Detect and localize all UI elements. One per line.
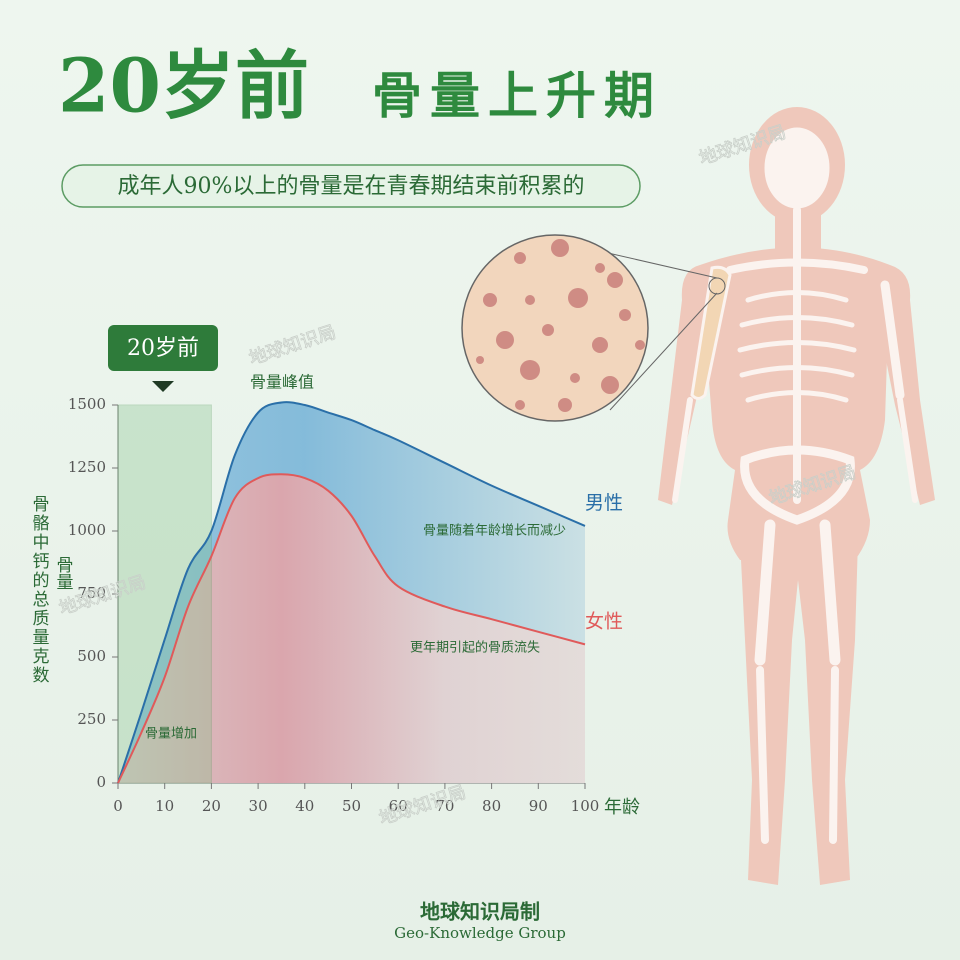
subtitle-pill <box>61 164 641 208</box>
plot: 0 250 500 750 1000 1250 1500 0 10 20 30 40 50 60 70 80 9… <box>68 373 623 816</box>
footer: 地球知识局制 <box>420 900 540 924</box>
x-tick-label: 80 <box>482 797 501 815</box>
series-line <box>117 401 586 784</box>
y-tick-label: 250 <box>77 710 106 728</box>
badge <box>108 325 218 371</box>
humerus <box>690 265 732 400</box>
x-tick-label: 100 <box>571 797 600 815</box>
x-tick-label: 90 <box>529 797 548 815</box>
badge-arrow <box>152 381 174 392</box>
legend-label: 男性 <box>585 492 623 514</box>
highlight <box>117 404 212 784</box>
x-tick-label: 40 <box>295 797 314 815</box>
x-label: 年龄 <box>604 797 640 818</box>
badge-text: 20岁前 <box>127 336 199 361</box>
series-line <box>117 473 586 784</box>
annotation: 更年期引起的骨质流失 <box>410 640 540 656</box>
x-tick-label: 0 <box>113 797 123 815</box>
x-tick-label: 20 <box>202 797 221 815</box>
annotation: 骨量随着年龄增长而减少 <box>423 523 566 539</box>
legend-label: 女性 <box>585 610 623 632</box>
y-tick-label: 1250 <box>68 458 106 476</box>
bones <box>672 127 918 844</box>
y-label: 骨骼中钙的总质量克数 <box>29 495 50 685</box>
y-label-short: 骨量 <box>53 556 74 590</box>
y-tick-label: 0 <box>96 773 106 791</box>
x-tick-label: 10 <box>155 797 174 815</box>
x-tick-label: 70 <box>435 797 454 815</box>
x-tick-label: 30 <box>249 797 268 815</box>
annotation: 骨量增加 <box>145 727 197 742</box>
x-tick-label: 60 <box>389 797 408 815</box>
magnifier <box>461 234 726 422</box>
annotation: 骨量峰值 <box>250 373 314 392</box>
footer-en: Geo-Knowledge Group <box>394 924 566 942</box>
title-main: 20岁前 <box>58 44 309 130</box>
y-tick-label: 1000 <box>68 521 106 539</box>
y-tick-label: 1500 <box>68 395 106 413</box>
subtitle: 成年人90%以上的骨量是在青春期结束前积累的 <box>118 174 585 199</box>
x-tick-label: 50 <box>342 797 361 815</box>
series-area <box>118 474 585 783</box>
y-tick-label: 500 <box>77 647 106 665</box>
y-tick-label: 750 <box>77 584 106 602</box>
title-sub: 骨量上升期 <box>372 66 662 125</box>
